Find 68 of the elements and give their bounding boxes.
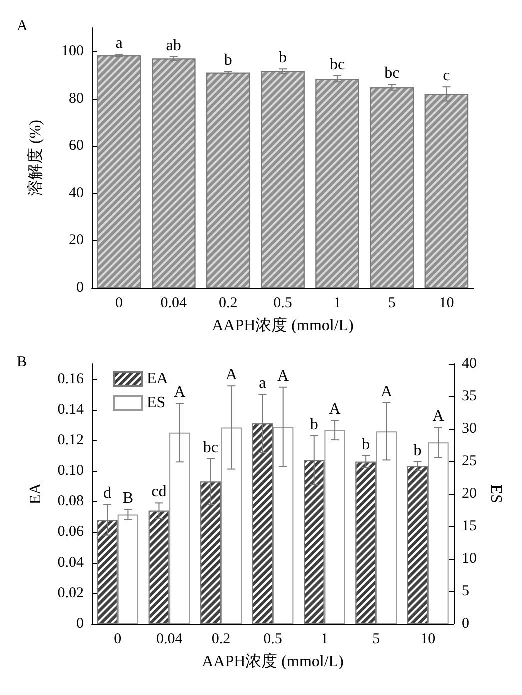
- data-label: b: [224, 52, 232, 70]
- y2-tick-label: 5: [462, 584, 470, 600]
- chart-title: B: [17, 354, 28, 370]
- data-label: ab: [166, 37, 182, 54]
- data-label: bc: [203, 439, 218, 456]
- y-tick-label: 0.12: [58, 432, 84, 448]
- data-label: b: [310, 416, 318, 434]
- y2-axis-title: ES: [487, 484, 504, 504]
- y-tick-label: 100: [62, 44, 84, 60]
- data-label: A: [329, 401, 342, 418]
- data-label: bc: [384, 65, 400, 82]
- y-tick-label: 60: [69, 138, 84, 154]
- chart-title: A: [17, 18, 28, 34]
- y2-tick-label: 20: [462, 486, 477, 502]
- y2-tick-label: 0: [462, 616, 470, 632]
- y-tick-label: 0: [76, 616, 84, 632]
- y2-tick-label: 15: [462, 518, 477, 534]
- x-axis-title: AAPH浓度 (mmol/L): [212, 316, 354, 334]
- x-tick-label: 0.5: [264, 632, 282, 648]
- y-tick-label: 0: [76, 280, 84, 296]
- data-label: cd: [152, 484, 167, 501]
- data-label: B: [122, 490, 134, 508]
- x-tick-label: 0.04: [156, 632, 184, 648]
- x-tick-label: 0: [116, 296, 124, 312]
- y2-tick-label: 40: [462, 356, 477, 372]
- data-label: d: [104, 485, 112, 502]
- y-axis-title: 溶解度 (%): [26, 120, 44, 196]
- data-label: a: [259, 375, 266, 392]
- data-label: A: [432, 408, 445, 426]
- data-label: b: [414, 442, 422, 460]
- y-tick-label: 0.16: [58, 371, 84, 388]
- y-tick-label: 40: [69, 185, 84, 202]
- x-tick-label: 1: [320, 632, 328, 648]
- data-label: A: [278, 368, 290, 385]
- y2-tick-label: 25: [462, 454, 477, 470]
- x-tick-label: 10: [420, 632, 436, 648]
- data-label: A: [226, 366, 238, 384]
- y-tick-label: 0.10: [58, 463, 84, 480]
- y-axis-title: EA: [28, 482, 44, 505]
- x-tick-label: 0: [114, 632, 122, 648]
- legend-label: EA: [147, 370, 169, 388]
- y-tick-label: 20: [69, 232, 84, 249]
- x-tick-label: 10: [439, 296, 454, 312]
- x-tick-label: 5: [388, 296, 396, 312]
- x-axis-title: AAPH浓度 (mmol/L): [202, 652, 344, 670]
- data-label: b: [362, 436, 370, 454]
- x-tick-label: 0.2: [219, 296, 238, 312]
- x-tick-label: 5: [372, 632, 380, 648]
- data-label: A: [174, 384, 186, 402]
- x-tick-label: 1: [334, 296, 342, 312]
- x-tick-label: 0.04: [160, 296, 188, 312]
- y-tick-label: 0.14: [58, 402, 84, 418]
- data-label: b: [279, 50, 287, 67]
- y-tick-label: 0.08: [58, 494, 84, 510]
- x-tick-label: 0.5: [274, 296, 292, 312]
- y2-tick-label: 10: [462, 551, 477, 567]
- y2-tick-label: 30: [462, 421, 477, 437]
- y2-tick-label: 35: [462, 388, 477, 404]
- data-label: c: [443, 68, 450, 85]
- x-tick-label: 0.2: [212, 632, 231, 648]
- y-tick-label: 0.02: [58, 585, 84, 602]
- data-label: A: [380, 384, 393, 400]
- y-tick-label: 0.06: [58, 524, 84, 540]
- data-label: bc: [330, 56, 346, 74]
- legend-label: ES: [147, 394, 166, 412]
- y-tick-label: 80: [69, 90, 84, 107]
- y-tick-label: 0.04: [58, 554, 84, 571]
- data-label: a: [116, 34, 123, 52]
